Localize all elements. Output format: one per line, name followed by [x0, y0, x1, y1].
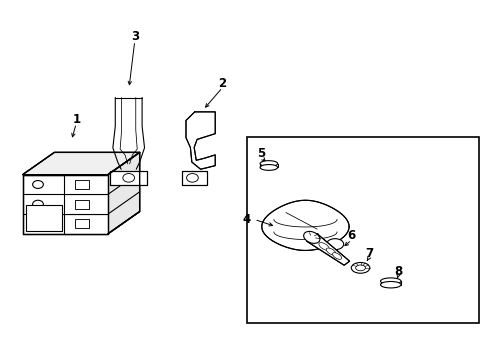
Text: 2: 2	[218, 77, 226, 90]
Ellipse shape	[325, 248, 335, 255]
Bar	[75, 180, 89, 189]
Text: 7: 7	[364, 247, 372, 260]
Bar	[63, 194, 108, 214]
Bar	[63, 175, 108, 194]
Polygon shape	[261, 200, 348, 251]
Polygon shape	[185, 112, 215, 169]
Ellipse shape	[326, 239, 343, 250]
Bar	[26, 205, 62, 231]
Polygon shape	[110, 171, 147, 185]
Text: 5: 5	[257, 147, 265, 159]
Circle shape	[122, 174, 134, 182]
Ellipse shape	[260, 165, 277, 170]
Polygon shape	[22, 152, 140, 175]
Ellipse shape	[318, 243, 328, 250]
Circle shape	[33, 180, 43, 188]
Circle shape	[186, 174, 198, 182]
Text: 4: 4	[243, 213, 250, 226]
Circle shape	[33, 220, 43, 228]
Text: 6: 6	[347, 229, 355, 242]
Ellipse shape	[303, 231, 319, 243]
Bar	[246, 137, 478, 323]
Ellipse shape	[260, 161, 277, 166]
Ellipse shape	[350, 262, 369, 273]
Text: 1: 1	[72, 113, 80, 126]
Ellipse shape	[380, 278, 400, 284]
Bar	[75, 220, 89, 228]
Ellipse shape	[380, 282, 400, 288]
Text: 3: 3	[130, 30, 139, 43]
Bar	[63, 214, 108, 234]
Circle shape	[33, 200, 43, 208]
Polygon shape	[22, 175, 108, 234]
Ellipse shape	[332, 253, 341, 259]
Ellipse shape	[355, 265, 365, 271]
Polygon shape	[182, 171, 206, 185]
Text: 8: 8	[393, 265, 402, 278]
Polygon shape	[306, 234, 349, 265]
Polygon shape	[108, 152, 140, 234]
Bar	[75, 200, 89, 209]
